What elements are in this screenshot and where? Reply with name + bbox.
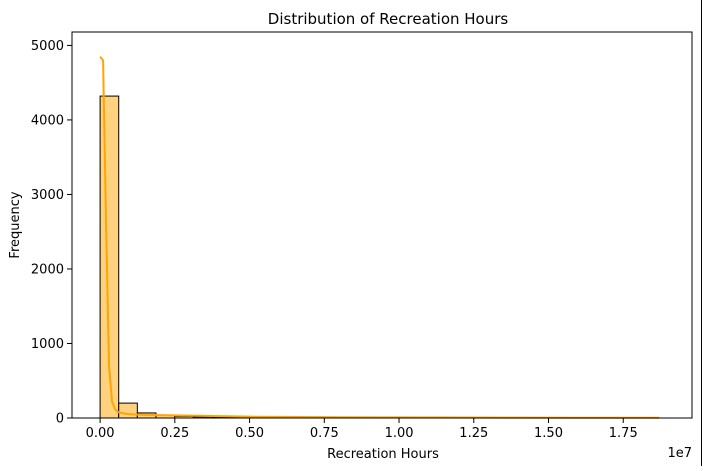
chart-title: Distribution of Recreation Hours [268, 10, 509, 28]
y-tick-label: 0 [56, 412, 64, 427]
x-tick-label: 0.75 [310, 426, 339, 441]
x-tick-label: 0.50 [235, 426, 264, 441]
x-tick-label: 0.25 [160, 426, 189, 441]
x-axis-label: Recreation Hours [327, 447, 439, 462]
y-axis-label: Frequency [8, 191, 23, 258]
right-edge-line [701, 0, 702, 466]
y-tick-label: 5000 [31, 39, 64, 54]
x-tick-label: 1.25 [459, 426, 488, 441]
histogram-bars [100, 96, 659, 418]
histogram-bar [119, 403, 138, 418]
x-tick-label: 0.00 [86, 426, 115, 441]
x-tick-label: 1.00 [385, 426, 414, 441]
y-axis-ticks: 0 1000 2000 3000 4000 5000 [31, 39, 72, 427]
plot-frame [72, 32, 692, 418]
y-tick-label: 4000 [31, 113, 64, 128]
x-axis-offset-label: 1e7 [667, 446, 692, 461]
y-tick-label: 2000 [31, 262, 64, 277]
y-tick-label: 1000 [31, 337, 64, 352]
x-tick-label: 1.50 [534, 426, 563, 441]
kde-curve [100, 57, 659, 418]
y-tick-label: 3000 [31, 188, 64, 203]
x-axis-ticks: 0.00 0.25 0.50 0.75 1.00 1.25 1.50 1.75 [86, 418, 638, 441]
x-tick-label: 1.75 [609, 426, 638, 441]
